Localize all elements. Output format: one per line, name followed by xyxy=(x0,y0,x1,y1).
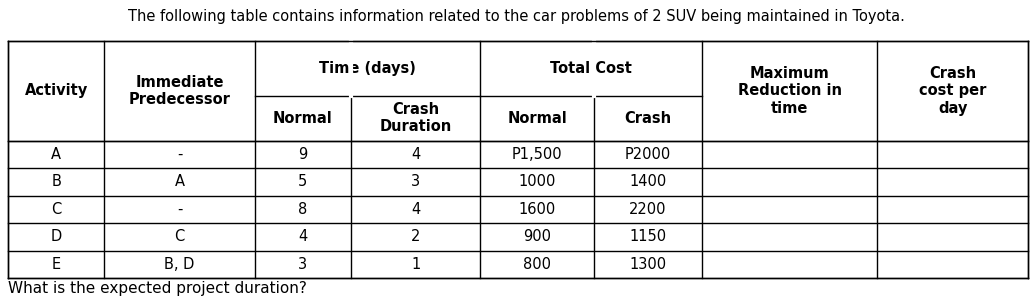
Text: 1600: 1600 xyxy=(519,202,556,217)
Text: 4: 4 xyxy=(411,202,420,217)
Text: What is the expected project duration?: What is the expected project duration? xyxy=(8,281,307,296)
Text: -: - xyxy=(177,147,182,162)
Text: A: A xyxy=(52,147,61,162)
Text: The following table contains information related to the car problems of 2 SUV be: The following table contains information… xyxy=(128,9,905,24)
Text: P2000: P2000 xyxy=(625,147,671,162)
Text: Time (days): Time (days) xyxy=(319,61,416,76)
Text: C: C xyxy=(52,202,62,217)
Text: 4: 4 xyxy=(411,147,420,162)
Text: 800: 800 xyxy=(523,257,552,272)
Text: 8: 8 xyxy=(299,202,308,217)
Text: Immediate
Predecessor: Immediate Predecessor xyxy=(129,75,230,107)
Text: 1: 1 xyxy=(411,257,420,272)
Text: C: C xyxy=(175,230,185,244)
Text: 9: 9 xyxy=(299,147,308,162)
Text: 5: 5 xyxy=(299,174,308,189)
Text: Crash
cost per
day: Crash cost per day xyxy=(919,66,987,116)
Text: D: D xyxy=(51,230,62,244)
Text: 2: 2 xyxy=(411,230,420,244)
Text: E: E xyxy=(52,257,61,272)
Text: Total Cost: Total Cost xyxy=(551,61,632,76)
Text: 1300: 1300 xyxy=(629,257,666,272)
Text: B: B xyxy=(52,174,61,189)
Text: Maximum
Reduction in
time: Maximum Reduction in time xyxy=(738,66,842,116)
Text: Crash: Crash xyxy=(625,111,671,126)
Text: Activity: Activity xyxy=(25,83,88,98)
Text: 1150: 1150 xyxy=(629,230,666,244)
Text: Crash
Duration: Crash Duration xyxy=(379,102,451,134)
Text: 3: 3 xyxy=(299,257,308,272)
Text: Normal: Normal xyxy=(507,111,567,126)
Text: 2200: 2200 xyxy=(629,202,667,217)
Text: 1000: 1000 xyxy=(519,174,556,189)
Text: 1400: 1400 xyxy=(629,174,666,189)
Text: P1,500: P1,500 xyxy=(511,147,563,162)
Text: 3: 3 xyxy=(411,174,420,189)
Text: Normal: Normal xyxy=(273,111,333,126)
Text: 900: 900 xyxy=(523,230,552,244)
Bar xyxy=(8,41,1028,278)
Text: 4: 4 xyxy=(299,230,308,244)
Text: -: - xyxy=(177,202,182,217)
Text: B, D: B, D xyxy=(164,257,195,272)
Text: A: A xyxy=(175,174,185,189)
